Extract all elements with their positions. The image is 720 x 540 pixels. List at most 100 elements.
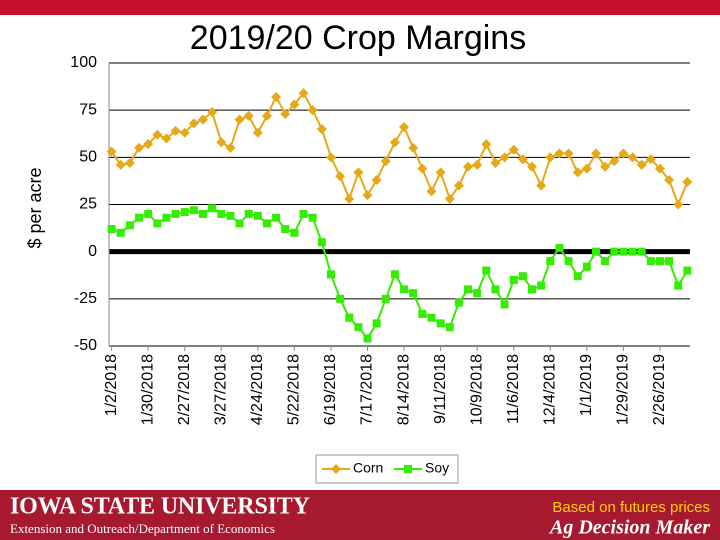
x-tick-label: 1/2/2018	[103, 354, 120, 416]
marker	[153, 219, 162, 228]
marker	[427, 313, 436, 322]
marker	[609, 156, 620, 167]
x-tick-label: 2/26/2019	[651, 354, 668, 425]
marker	[372, 319, 381, 328]
legend-label: Soy	[425, 460, 449, 476]
marker	[618, 148, 629, 159]
marker	[272, 213, 281, 222]
marker	[152, 129, 163, 140]
marker	[225, 142, 236, 153]
y-axis-label: $ per acre	[25, 167, 45, 248]
marker	[654, 163, 665, 174]
marker	[180, 208, 189, 217]
marker	[400, 285, 409, 294]
y-tick-label: 50	[79, 149, 97, 166]
marker	[673, 199, 684, 210]
marker	[289, 99, 300, 110]
marker	[463, 161, 474, 172]
marker	[610, 247, 619, 256]
marker	[106, 146, 117, 157]
marker	[491, 285, 500, 294]
marker	[281, 225, 290, 234]
marker	[162, 213, 171, 222]
marker	[261, 110, 272, 121]
marker	[665, 257, 674, 266]
marker	[280, 108, 291, 119]
marker	[490, 157, 501, 168]
marker	[116, 228, 125, 237]
marker	[188, 118, 199, 129]
marker	[344, 193, 355, 204]
marker	[454, 298, 463, 307]
marker	[582, 262, 591, 271]
marker	[307, 105, 318, 116]
y-tick-label: 75	[79, 101, 97, 118]
marker	[144, 209, 153, 218]
marker	[581, 163, 592, 174]
marker	[445, 323, 454, 332]
x-tick-label: 10/9/2018	[468, 354, 485, 425]
marker	[664, 174, 675, 185]
marker	[573, 272, 582, 281]
department: Extension and Outreach/Department of Eco…	[10, 521, 275, 536]
marker	[435, 167, 446, 178]
marker	[299, 209, 308, 218]
marker	[171, 209, 180, 218]
marker	[418, 309, 427, 318]
marker	[601, 257, 610, 266]
marker	[517, 154, 528, 165]
marker	[499, 152, 510, 163]
marker	[207, 107, 218, 118]
marker	[453, 180, 464, 191]
marker	[244, 209, 253, 218]
marker	[161, 133, 172, 144]
x-tick-label: 8/14/2018	[395, 354, 412, 425]
x-tick-label: 2/27/2018	[176, 354, 193, 425]
marker	[179, 127, 190, 138]
marker	[335, 171, 346, 182]
x-tick-label: 1/1/2019	[578, 354, 595, 416]
x-tick-label: 7/17/2018	[359, 354, 376, 425]
marker	[509, 275, 518, 284]
marker	[444, 193, 455, 204]
marker	[198, 114, 209, 125]
marker	[290, 228, 299, 237]
marker	[426, 186, 437, 197]
marker	[537, 281, 546, 290]
marker	[481, 139, 492, 150]
marker	[637, 247, 646, 256]
y-tick-label: 25	[79, 196, 97, 213]
x-tick-label: 5/22/2018	[286, 354, 303, 425]
chart-title: 2019/20 Crop Margins	[190, 19, 526, 57]
marker	[682, 176, 693, 187]
marker	[107, 225, 116, 234]
marker	[646, 257, 655, 266]
marker	[199, 209, 208, 218]
marker	[308, 213, 317, 222]
marker	[115, 159, 126, 170]
x-tick-label: 1/29/2019	[615, 354, 632, 425]
marker	[253, 211, 262, 220]
marker	[217, 209, 226, 218]
marker	[600, 161, 611, 172]
series-line	[111, 207, 689, 341]
marker	[170, 125, 181, 136]
marker	[563, 148, 574, 159]
x-tick-label: 9/11/2018	[432, 354, 449, 424]
footer-band	[0, 490, 720, 540]
marker	[528, 285, 537, 294]
marker	[518, 272, 527, 281]
marker	[125, 221, 134, 230]
marker	[636, 159, 647, 170]
marker	[436, 319, 445, 328]
marker	[345, 313, 354, 322]
marker	[572, 167, 583, 178]
x-tick-label: 11/6/2018	[505, 354, 522, 424]
marker	[536, 180, 547, 191]
marker	[508, 144, 519, 155]
x-tick-label: 4/24/2018	[249, 354, 266, 425]
x-tick-label: 3/27/2018	[213, 354, 230, 425]
x-tick-label: 1/30/2018	[139, 354, 156, 425]
